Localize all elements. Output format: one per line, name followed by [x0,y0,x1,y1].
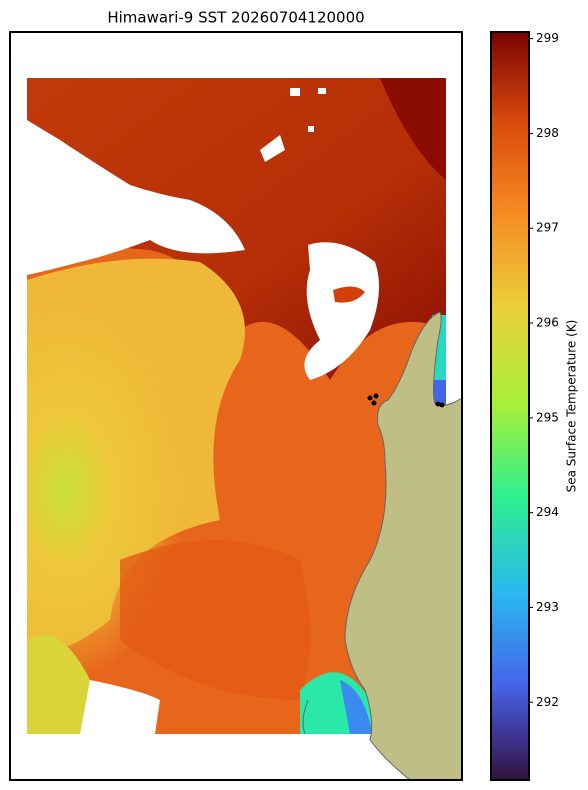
colorbar-tick-label: 299 [536,31,559,45]
colorbar-tick-label: 293 [536,600,559,614]
colorbar-ticks: 292 293 294 295 296 297 298 299 [529,31,559,709]
markers [367,393,445,408]
colorbar-tick-label: 298 [536,126,559,140]
colorbar-label: Sea Surface Temperature (K) [565,320,579,493]
map-title: Himawari-9 SST 20260704120000 [107,9,364,27]
colorbar-tick-label: 294 [536,505,559,519]
colorbar-tick-label: 296 [536,316,559,330]
land [344,311,463,781]
colorbar [490,31,530,781]
sst-field [27,78,446,734]
map-frame [9,31,463,781]
colorbar-tick-label: 295 [536,410,559,424]
colorbar-tick-label: 297 [536,221,559,235]
coast [302,699,309,735]
colorbar-tick-label: 292 [536,695,559,709]
